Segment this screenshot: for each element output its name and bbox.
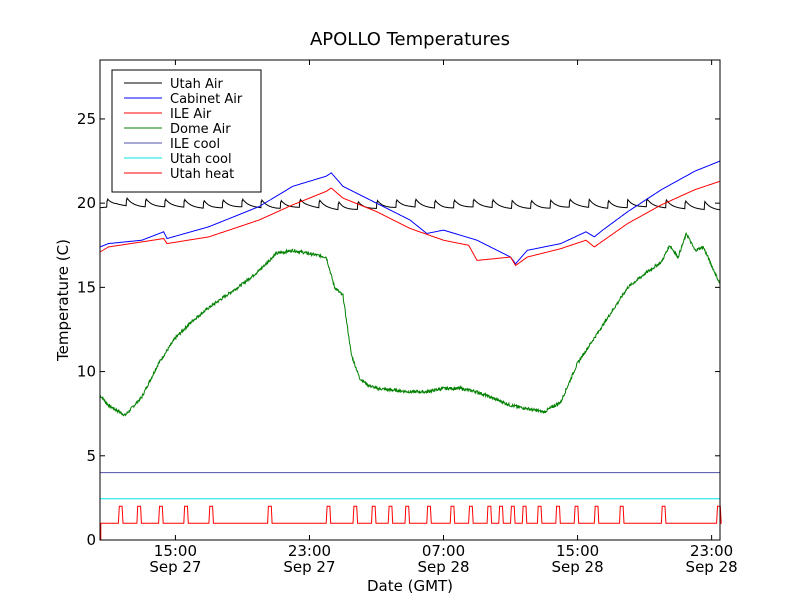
y-tick-label: 5 — [86, 447, 96, 465]
legend-label: Utah cool — [170, 152, 232, 167]
y-axis-label: Temperature (C) — [54, 239, 72, 362]
plot-frame — [99, 59, 721, 541]
legend-label: ILE Air — [170, 107, 212, 122]
legend-label: Utah Air — [170, 77, 223, 92]
legend-label: ILE cool — [170, 137, 220, 152]
y-tick-label: 0 — [86, 531, 96, 549]
legend-label: Utah heat — [170, 167, 234, 182]
y-tick-label: 10 — [77, 363, 96, 381]
series-line-ile-air — [99, 180, 721, 267]
x-tick-label-date: Sep 28 — [417, 558, 469, 576]
x-tick-label-time: 23:00 — [288, 542, 331, 560]
y-tick-label: 25 — [77, 110, 96, 128]
chart-title: APOLLO Temperatures — [310, 29, 510, 50]
series-line-utah-heat — [100, 505, 722, 541]
x-tick-label-date: Sep 27 — [283, 558, 335, 576]
legend-label: Dome Air — [170, 122, 231, 137]
x-tick-label-time: 07:00 — [422, 542, 465, 560]
x-tick-label-time: 15:00 — [556, 542, 599, 560]
y-tick-label: 20 — [77, 194, 96, 212]
x-tick-label-date: Sep 28 — [686, 558, 738, 576]
x-axis-label: Date (GMT) — [367, 577, 453, 595]
x-tick-label-time: 23:00 — [690, 542, 733, 560]
series-line-dome-air — [99, 232, 721, 417]
x-tick-label-date: Sep 27 — [149, 558, 201, 576]
x-tick-label-time: 15:00 — [154, 542, 197, 560]
x-tick-label-date: Sep 28 — [551, 558, 603, 576]
y-tick-label: 15 — [77, 278, 96, 296]
legend-box — [111, 69, 262, 193]
legend-label: Cabinet Air — [170, 92, 243, 107]
series-line-utah-air — [100, 197, 720, 211]
series-line-cabinet-air — [99, 160, 721, 265]
